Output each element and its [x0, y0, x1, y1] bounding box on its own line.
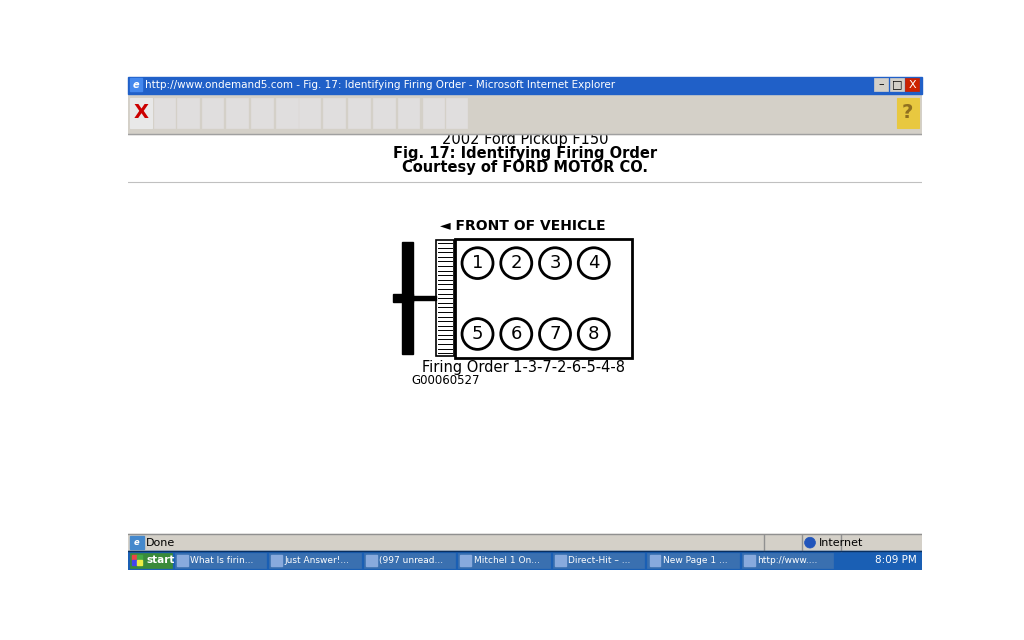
- Bar: [154, 97, 175, 129]
- Circle shape: [540, 319, 570, 349]
- Text: 2002 Ford Pickup F150: 2002 Ford Pickup F150: [441, 132, 608, 147]
- Circle shape: [462, 319, 493, 349]
- Bar: [414, 296, 436, 301]
- Text: ?: ?: [902, 104, 913, 122]
- Bar: [137, 555, 142, 559]
- Text: Firing Order 1-3-7-2-6-5-4-8: Firing Order 1-3-7-2-6-5-4-8: [422, 360, 625, 375]
- Circle shape: [501, 248, 531, 278]
- Bar: [137, 561, 142, 565]
- Text: Direct-Hit – ...: Direct-Hit – ...: [568, 556, 631, 565]
- Bar: [458, 553, 550, 568]
- Bar: [251, 97, 273, 129]
- Circle shape: [579, 248, 609, 278]
- Circle shape: [540, 248, 570, 278]
- Text: X: X: [908, 79, 916, 90]
- Text: 4: 4: [588, 254, 599, 272]
- Text: Just Answer!...: Just Answer!...: [285, 556, 349, 565]
- Bar: [348, 97, 370, 129]
- Bar: [874, 78, 888, 91]
- Bar: [130, 536, 143, 549]
- Bar: [174, 553, 266, 568]
- Bar: [890, 78, 904, 91]
- Text: Courtesy of FORD MOTOR CO.: Courtesy of FORD MOTOR CO.: [401, 160, 648, 175]
- Circle shape: [805, 537, 815, 548]
- Text: Mitchel 1 On...: Mitchel 1 On...: [474, 556, 540, 565]
- Bar: [366, 555, 377, 566]
- Bar: [130, 553, 172, 568]
- Bar: [177, 555, 187, 566]
- Bar: [299, 97, 321, 129]
- Bar: [177, 97, 199, 129]
- Bar: [647, 553, 738, 568]
- Bar: [128, 534, 922, 551]
- Text: 7: 7: [549, 325, 561, 343]
- Text: 2: 2: [511, 254, 522, 272]
- Text: http://www....: http://www....: [758, 556, 818, 565]
- Text: ◄ FRONT OF VEHICLE: ◄ FRONT OF VEHICLE: [440, 219, 606, 233]
- Bar: [402, 243, 414, 354]
- Bar: [202, 97, 223, 129]
- Bar: [649, 555, 660, 566]
- Bar: [324, 97, 345, 129]
- Text: 8: 8: [588, 325, 599, 343]
- Text: start: start: [146, 556, 175, 565]
- Text: What Is firin...: What Is firin...: [190, 556, 253, 565]
- Bar: [553, 553, 644, 568]
- Bar: [555, 555, 566, 566]
- Bar: [132, 555, 136, 559]
- Bar: [130, 97, 152, 129]
- Bar: [226, 97, 248, 129]
- Text: X: X: [134, 104, 148, 122]
- Bar: [455, 239, 632, 358]
- Text: (997 unread...: (997 unread...: [379, 556, 443, 565]
- Circle shape: [579, 319, 609, 349]
- Bar: [397, 97, 420, 129]
- Text: Fig. 17: Identifying Firing Order: Fig. 17: Identifying Firing Order: [393, 147, 656, 161]
- Bar: [897, 97, 919, 129]
- Circle shape: [501, 319, 531, 349]
- Text: http://www.ondemand5.com - Fig. 17: Identifying Firing Order - Microsoft Interne: http://www.ondemand5.com - Fig. 17: Iden…: [145, 80, 615, 90]
- Bar: [436, 240, 454, 356]
- Text: Done: Done: [145, 538, 175, 548]
- Circle shape: [462, 248, 493, 278]
- Bar: [276, 97, 298, 129]
- Bar: [132, 561, 136, 565]
- Text: G00060527: G00060527: [411, 374, 479, 387]
- Bar: [741, 553, 834, 568]
- Text: 5: 5: [472, 325, 483, 343]
- Bar: [744, 555, 755, 566]
- Text: 6: 6: [511, 325, 522, 343]
- Bar: [269, 553, 360, 568]
- Bar: [423, 97, 444, 129]
- Text: 1: 1: [472, 254, 483, 272]
- Bar: [130, 78, 142, 91]
- Bar: [128, 134, 922, 534]
- Text: New Page 1 ...: New Page 1 ...: [663, 556, 727, 565]
- Bar: [128, 551, 922, 570]
- Text: 8:09 PM: 8:09 PM: [876, 556, 916, 565]
- Text: Internet: Internet: [819, 538, 863, 548]
- Bar: [393, 294, 414, 302]
- Bar: [373, 97, 394, 129]
- Bar: [905, 78, 920, 91]
- Text: –: –: [879, 79, 884, 90]
- Bar: [128, 93, 922, 134]
- Text: □: □: [892, 79, 902, 90]
- Text: e: e: [134, 538, 139, 547]
- Bar: [128, 77, 922, 93]
- Bar: [364, 553, 455, 568]
- Text: e: e: [132, 80, 139, 90]
- Bar: [271, 555, 283, 566]
- Bar: [461, 555, 471, 566]
- Bar: [445, 97, 467, 129]
- Text: 3: 3: [549, 254, 561, 272]
